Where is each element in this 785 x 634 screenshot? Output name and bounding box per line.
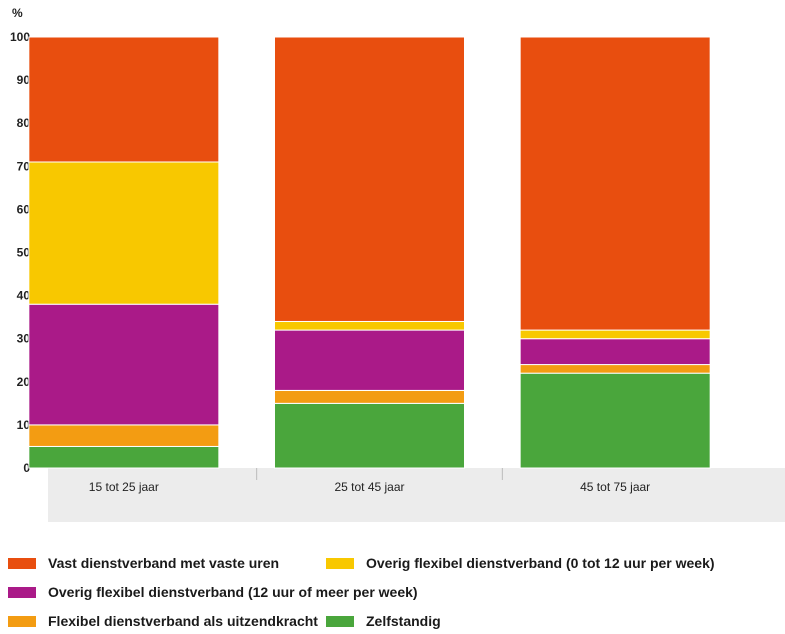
y-tick-label: 50 — [17, 246, 31, 260]
legend-label: Overig flexibel dienstverband (12 uur of… — [48, 584, 418, 600]
bars — [28, 36, 711, 469]
legend-swatch — [8, 586, 36, 598]
y-tick-label: 60 — [17, 202, 31, 216]
bar-segment — [28, 161, 220, 305]
bar-segment — [519, 329, 711, 340]
y-axis-label: % — [12, 6, 23, 20]
x-tick-label: 15 tot 25 jaar — [89, 480, 159, 494]
legend-item: Overig flexibel dienstverband (0 tot 12 … — [326, 555, 715, 571]
bar-segment — [274, 36, 465, 322]
stacked-bar-chart: % 0 10 20 30 40 50 60 70 80 90 100 15 tot 25 jaar 2… — [10, 6, 785, 522]
category-band — [48, 468, 785, 522]
bar-segment — [519, 364, 711, 374]
bar-segment — [519, 36, 711, 331]
bar-segment — [28, 445, 220, 469]
bar-segment — [274, 402, 465, 469]
y-tick-label: 10 — [17, 418, 31, 432]
category-dividers — [256, 468, 503, 480]
bar-segment — [28, 424, 220, 447]
bar-segment — [274, 389, 465, 404]
y-tick-label: 40 — [17, 289, 31, 303]
bar-segment — [519, 338, 711, 366]
y-tick-label: 80 — [17, 116, 31, 130]
bar-segment — [519, 372, 711, 469]
x-tick-label: 25 tot 45 jaar — [334, 480, 404, 494]
y-axis: 0 10 20 30 40 50 60 70 80 90 100 — [10, 30, 30, 475]
y-tick-label: 20 — [17, 375, 31, 389]
legend-item: Zelfstandig — [326, 613, 441, 629]
bar-segment — [274, 329, 465, 391]
legend-swatch — [8, 615, 36, 627]
legend-item: Overig flexibel dienstverband (12 uur of… — [8, 584, 418, 600]
legend-label: Vast dienstverband met vaste uren — [48, 555, 280, 571]
bar-segment — [28, 303, 220, 426]
legend-item: Vast dienstverband met vaste uren — [8, 555, 279, 571]
bar-segment — [274, 320, 465, 331]
y-tick-label: 0 — [23, 461, 30, 475]
y-tick-label: 100 — [10, 30, 30, 44]
y-tick-label: 90 — [17, 73, 31, 87]
x-axis: 15 tot 25 jaar 25 tot 45 jaar 45 tot 75 ja… — [89, 480, 650, 494]
x-tick-label: 45 tot 75 jaar — [580, 480, 650, 494]
legend-swatch — [326, 557, 354, 569]
legend-label: Zelfstandig — [366, 613, 441, 629]
bar-segment — [28, 36, 220, 163]
legend-swatch — [326, 615, 354, 627]
y-tick-label: 30 — [17, 332, 31, 346]
y-tick-label: 70 — [17, 159, 31, 173]
legend-label: Overig flexibel dienstverband (0 tot 12 … — [366, 555, 715, 571]
legend-item: Flexibel dienstverband als uitzendkracht — [8, 613, 318, 629]
legend-swatch — [8, 557, 36, 569]
legend-label: Flexibel dienstverband als uitzendkracht — [48, 613, 318, 629]
